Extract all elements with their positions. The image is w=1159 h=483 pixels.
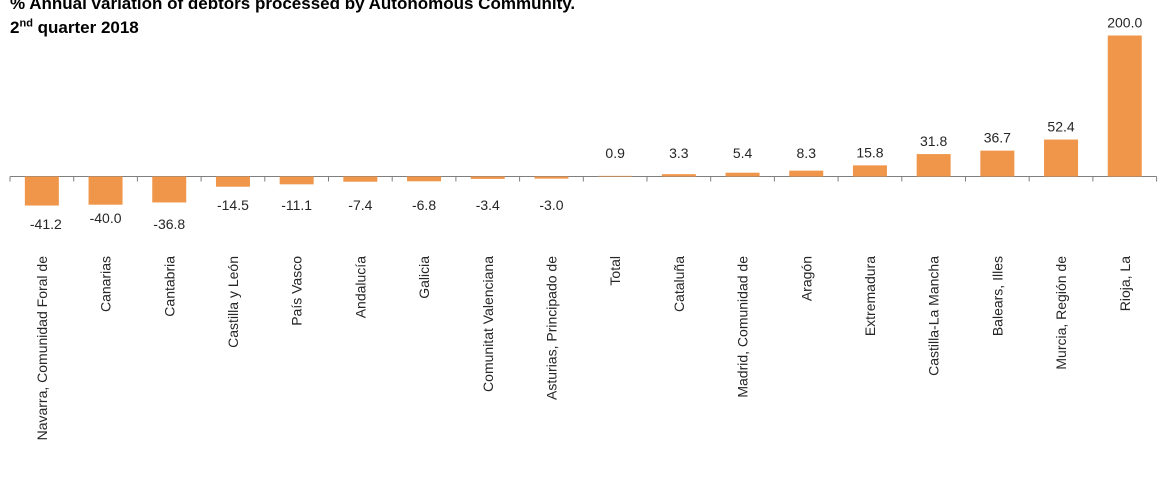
bar xyxy=(215,176,250,187)
category-label: Galicia xyxy=(416,256,432,299)
data-label: 8.3 xyxy=(797,145,817,161)
data-label: 36.7 xyxy=(984,130,1011,146)
category-label: Canarias xyxy=(98,256,114,312)
data-label: 5.4 xyxy=(733,145,753,161)
category-label: Andalucía xyxy=(352,256,368,318)
data-label: -14.5 xyxy=(217,197,249,213)
category-label: Total xyxy=(607,256,623,286)
bar xyxy=(598,175,633,177)
data-label: -6.8 xyxy=(412,197,436,213)
category-label: Castilla-La Mancha xyxy=(926,256,942,376)
bar xyxy=(24,176,59,206)
category-label: Murcia, Región de xyxy=(1053,256,1069,370)
bar xyxy=(725,172,760,177)
bar xyxy=(88,176,123,205)
bar xyxy=(470,176,505,179)
bar xyxy=(1044,139,1079,177)
category-label: Navarra, Comunidad Foral de xyxy=(34,256,50,441)
title-line-2-sup: nd xyxy=(19,17,33,30)
category-label: Rioja, La xyxy=(1117,256,1133,311)
data-label: 0.9 xyxy=(605,145,625,161)
data-label: 52.4 xyxy=(1047,119,1074,135)
bar xyxy=(852,165,887,177)
data-label: 31.8 xyxy=(920,133,947,149)
bar xyxy=(407,176,442,182)
chart-title: % Annual variation of debtors processed … xyxy=(10,0,575,40)
category-label: Comunitat Valenciana xyxy=(480,256,496,392)
title-line-2: 2nd quarter 2018 xyxy=(10,16,575,40)
category-label: Asturias, Principado de xyxy=(543,256,559,400)
category-label: Aragón xyxy=(798,256,814,301)
data-label: -36.8 xyxy=(153,216,185,232)
title-line-2-base: 2 xyxy=(10,18,20,37)
category-label: Balears, Illes xyxy=(989,256,1005,336)
category-label: Castilla y León xyxy=(225,256,241,348)
category-label: País Vasco xyxy=(289,256,305,326)
data-label: -40.0 xyxy=(90,210,122,226)
title-line-2-rest: quarter 2018 xyxy=(32,18,139,37)
category-label: Cantabria xyxy=(161,256,177,317)
bar xyxy=(534,176,569,179)
data-label: 200.0 xyxy=(1107,15,1142,31)
bar xyxy=(152,176,187,203)
bar xyxy=(980,150,1015,177)
bar xyxy=(916,154,951,177)
category-label: Madrid, Comunidad de xyxy=(735,256,751,398)
bar xyxy=(279,176,314,185)
bar xyxy=(1107,35,1142,177)
bar xyxy=(343,176,378,182)
data-label: -3.4 xyxy=(476,197,500,213)
data-label: 3.3 xyxy=(669,145,689,161)
data-label: -7.4 xyxy=(348,197,372,213)
bar xyxy=(661,174,696,177)
category-label: Extremadura xyxy=(862,256,878,336)
title-line-1: % Annual variation of debtors processed … xyxy=(10,0,576,13)
category-label: Cataluña xyxy=(671,256,687,312)
data-label: -3.0 xyxy=(539,197,563,213)
data-label: -41.2 xyxy=(30,216,62,232)
bar xyxy=(789,170,824,177)
data-label: 15.8 xyxy=(856,144,883,160)
data-label: -11.1 xyxy=(281,197,312,213)
